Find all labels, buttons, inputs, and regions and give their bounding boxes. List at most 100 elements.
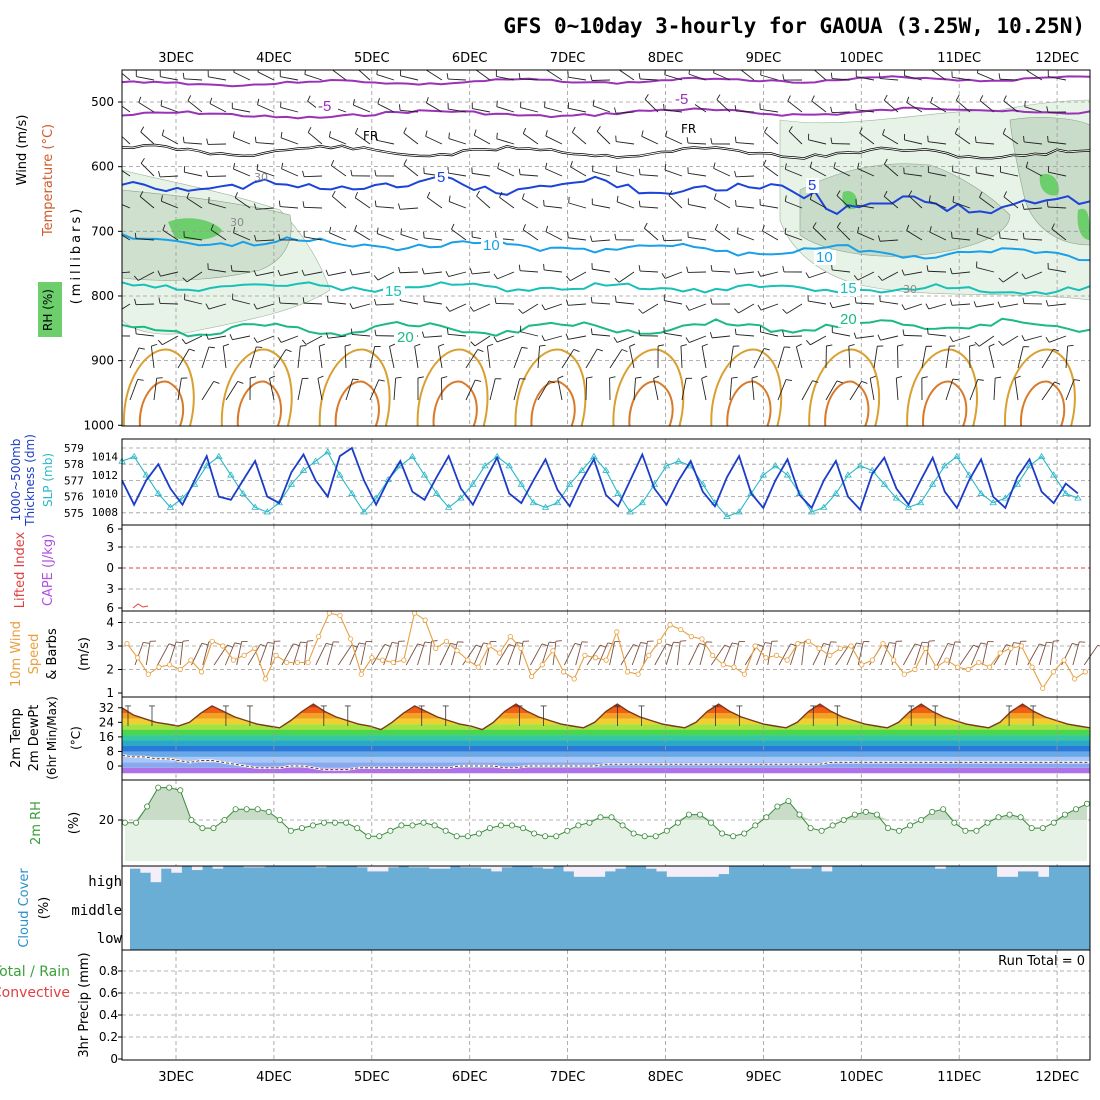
isotherm-30-lobe	[530, 380, 576, 426]
upper-wind-barb	[644, 94, 659, 113]
wind10-marker	[614, 629, 620, 635]
rh2m-marker	[520, 825, 527, 832]
ylabel-wind: Wind (m/s)	[15, 115, 30, 186]
slp-marker	[1062, 489, 1070, 496]
upper-wind-barb	[680, 344, 687, 369]
upper-wind-barb	[1025, 161, 1043, 177]
wind10-barb	[688, 642, 706, 666]
upper-wind-barb	[590, 328, 611, 337]
upper-wind-barb	[122, 135, 131, 145]
isotherm-25-lobe	[808, 348, 881, 426]
rh2m-marker	[497, 822, 504, 829]
temp-band	[122, 704, 1090, 708]
wind10-barb	[349, 642, 366, 666]
isotherm-20	[122, 317, 1090, 338]
day-label-bottom: 10DEC	[839, 1070, 883, 1085]
upper-wind-barb	[952, 165, 971, 177]
upper-wind-barb	[225, 380, 244, 401]
cloud-high-gap	[697, 866, 709, 877]
rh2m-area-dark	[125, 787, 1087, 820]
upper-wind-barb	[592, 165, 611, 177]
upper-wind-barb	[904, 133, 923, 145]
upper-wind-barb	[641, 130, 659, 145]
upper-wind-barb	[352, 99, 371, 113]
cloud-high-gap	[171, 866, 182, 873]
wind10-barb	[880, 642, 896, 666]
label-rh30-b: 30	[230, 216, 244, 229]
wind10-marker	[145, 671, 151, 677]
wind10-marker	[816, 645, 822, 651]
upper-wind-barb	[518, 303, 539, 314]
upper-wind-barb	[713, 70, 731, 81]
cloud-high-gap	[388, 866, 399, 868]
label-10-a: 10	[483, 237, 500, 254]
upper-wind-barb	[764, 126, 779, 145]
upper-wind-barb	[931, 70, 947, 81]
slp-panel: 579 578 577 576 575 1014 1012 1010 1008	[64, 438, 1091, 526]
temp-band	[122, 718, 1090, 725]
lifted-index-tick-label: 6	[106, 601, 114, 615]
upper-wind-barb	[138, 96, 155, 113]
wind10-barb	[1038, 641, 1053, 666]
upper-wind-barb	[613, 335, 635, 343]
day-label-bottom: 11DEC	[937, 1070, 981, 1085]
upper-wind-barb	[830, 137, 851, 145]
upper-wind-barb	[955, 94, 971, 113]
rh2m-line	[125, 787, 1088, 837]
upper-wind-barb	[811, 95, 827, 113]
upper-wind-barb	[206, 170, 227, 178]
upper-wind-barb	[518, 264, 539, 273]
slp-marker	[517, 480, 526, 487]
upper-wind-barb	[1045, 300, 1067, 307]
upper-wind-barb	[249, 346, 263, 369]
upper-wind-barb	[969, 344, 976, 369]
wind10-marker	[922, 645, 929, 651]
upper-wind-barb	[925, 303, 947, 310]
day-label-top: 4DEC	[256, 51, 292, 66]
wind10-marker	[699, 636, 705, 642]
rh2m-marker	[398, 822, 405, 829]
slp-marker	[578, 466, 586, 473]
upper-wind-barb	[1046, 106, 1067, 113]
upper-wind-barb	[345, 378, 359, 401]
upper-wind-barb	[231, 102, 251, 113]
upper-wind-barb	[541, 335, 563, 342]
slp-tick-label: 1012	[92, 469, 119, 482]
upper-wind-barb	[233, 162, 251, 177]
slp-marker	[989, 498, 997, 506]
upper-wind-barb	[638, 303, 659, 314]
slp-ticks: 579 578 577 576 575 1014 1012 1010 1008	[64, 442, 118, 520]
upper-wind-barb	[716, 94, 731, 113]
upper-wind-barb	[329, 226, 347, 241]
upper-wind-barb	[713, 162, 731, 177]
rh2m-area-light	[125, 787, 1087, 861]
upper-wind-barb	[638, 200, 659, 209]
day-label-top: 5DEC	[354, 51, 390, 66]
wind10-barb	[722, 642, 739, 666]
lifted-index-tick-label: 0	[106, 561, 114, 575]
cloud-high-gap	[429, 866, 440, 869]
rh2m-marker	[387, 827, 394, 834]
upper-wind-barb	[869, 375, 876, 401]
wind10-barb	[767, 640, 778, 666]
upper-wind-barb	[565, 333, 587, 340]
upper-wind-barb	[446, 73, 467, 81]
upper-wind-barb	[1026, 70, 1043, 81]
cloud-high-gap	[1038, 866, 1050, 877]
upper-wind-barb	[494, 297, 515, 305]
rh2m-marker	[188, 817, 195, 824]
upper-wind-barb	[813, 70, 827, 81]
upper-wind-barb	[207, 263, 227, 273]
ylabel-wind10-4: (m/s)	[77, 637, 92, 671]
wind10-marker	[859, 662, 865, 668]
wind10-tick-label: 1	[106, 686, 114, 700]
upper-wind-barb	[751, 375, 758, 401]
slp-marker	[977, 489, 985, 496]
wind10-marker	[805, 638, 812, 644]
upper-wind-barb	[465, 379, 482, 401]
rh2m-marker	[929, 808, 936, 815]
rh2m-tick-label: 20	[99, 813, 114, 827]
upper-wind-barb	[253, 270, 275, 277]
wind10-marker	[571, 676, 577, 682]
